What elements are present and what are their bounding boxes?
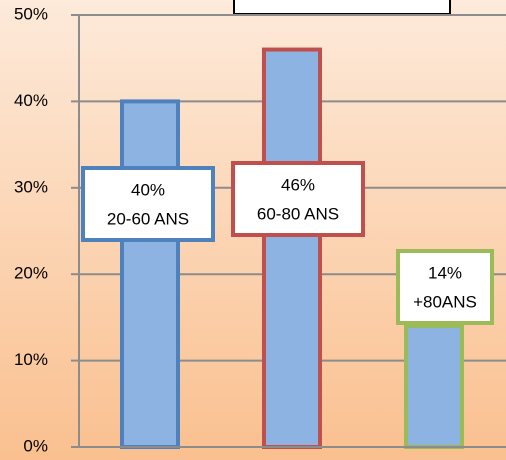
category-label: 20-60 ANS [107, 209, 189, 228]
category-label: 60-80 ANS [257, 204, 339, 223]
y-tick-label: 30% [14, 177, 48, 196]
y-tick-label: 20% [14, 264, 48, 283]
data-label-box [396, 249, 494, 325]
data-label-box [231, 161, 365, 237]
y-tick-label: 40% [14, 91, 48, 110]
data-label: 46% [281, 175, 315, 194]
bar [120, 99, 180, 450]
y-tick-label: 10% [14, 350, 48, 369]
data-label-box [81, 166, 215, 242]
y-tick-label: 50% [14, 4, 48, 23]
category-label: +80ANS [413, 292, 477, 311]
y-tick-label: 0% [23, 436, 48, 455]
data-label: 40% [131, 180, 165, 199]
bar [262, 47, 322, 450]
title-box [233, 0, 451, 15]
bar [404, 324, 464, 450]
data-label: 14% [428, 263, 462, 282]
